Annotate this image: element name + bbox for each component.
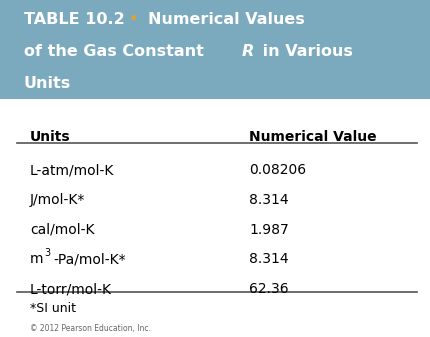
Text: •: •	[129, 12, 138, 27]
Text: 1.987: 1.987	[249, 223, 289, 237]
Text: 8.314: 8.314	[249, 252, 289, 267]
Text: of the Gas Constant: of the Gas Constant	[24, 44, 209, 59]
Text: © 2012 Pearson Education, Inc.: © 2012 Pearson Education, Inc.	[30, 324, 151, 333]
Text: Numerical Value: Numerical Value	[249, 130, 377, 144]
Text: L-atm/mol-K: L-atm/mol-K	[30, 163, 114, 178]
Text: 0.08206: 0.08206	[249, 163, 307, 178]
Text: cal/mol-K: cal/mol-K	[30, 223, 95, 237]
Text: Numerical Values: Numerical Values	[148, 12, 305, 27]
Text: *SI unit: *SI unit	[30, 302, 76, 315]
FancyBboxPatch shape	[0, 0, 430, 99]
Text: L-torr/mol-K: L-torr/mol-K	[30, 282, 112, 296]
Text: Units: Units	[24, 76, 71, 91]
Text: TABLE 10.2: TABLE 10.2	[24, 12, 124, 27]
Text: 3: 3	[44, 248, 50, 258]
Text: in Various: in Various	[257, 44, 353, 59]
Text: 8.314: 8.314	[249, 193, 289, 207]
Text: R: R	[242, 44, 254, 59]
Text: Units: Units	[30, 130, 71, 144]
Text: 62.36: 62.36	[249, 282, 289, 296]
Text: -Pa/mol-K*: -Pa/mol-K*	[53, 252, 126, 267]
Text: m: m	[30, 252, 43, 267]
Text: J/mol-K*: J/mol-K*	[30, 193, 86, 207]
